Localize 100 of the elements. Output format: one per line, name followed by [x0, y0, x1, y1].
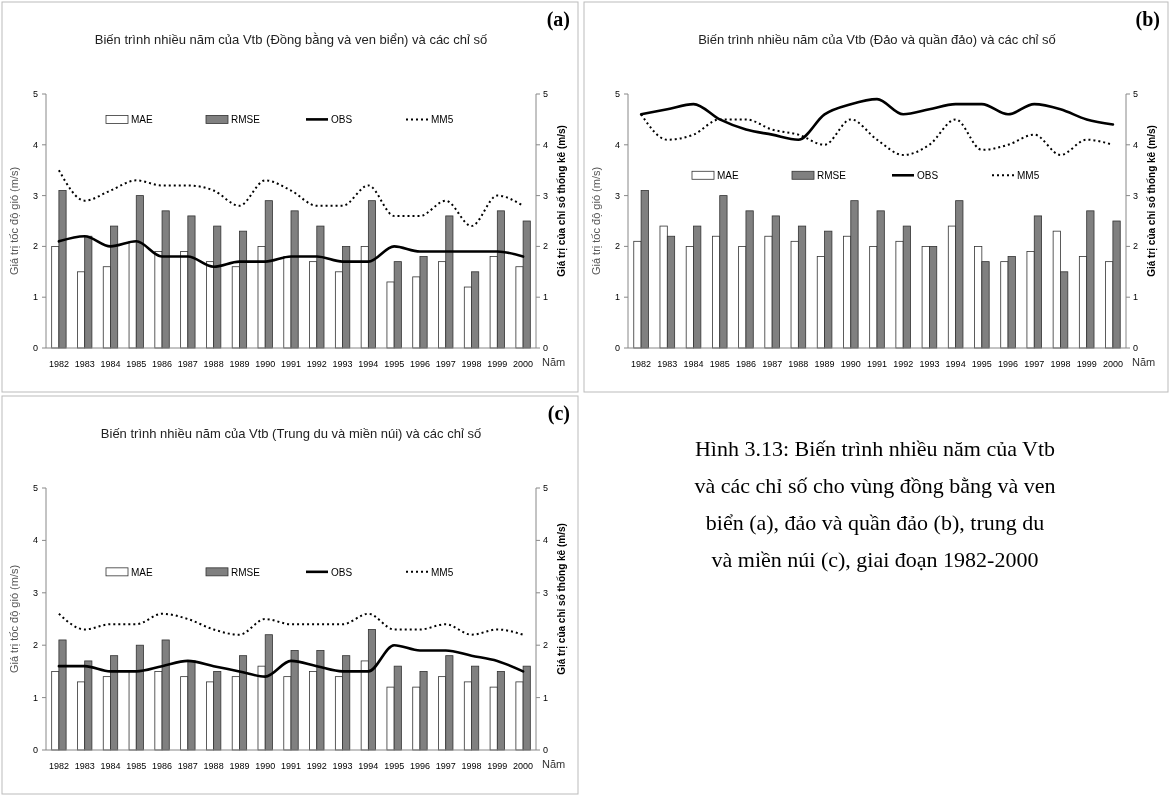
x-tick-label: 1997 — [435, 359, 456, 369]
legend-label: RMSE — [817, 170, 847, 182]
x-tick-label: 1998 — [461, 761, 482, 771]
y-tick-label: 2 — [32, 241, 38, 252]
x-tick-label: 1995 — [384, 761, 405, 771]
y2-tick-label: 5 — [1133, 89, 1139, 99]
y2-tick-label: 0 — [1133, 343, 1139, 353]
x-tick-label: 1993 — [332, 359, 353, 369]
line-series — [57, 643, 525, 678]
y-tick-label: 5 — [614, 89, 620, 99]
y2-tick-label: 2 — [543, 241, 549, 252]
legend-label: MM5 — [431, 114, 454, 126]
x-tick-label: 1992 — [306, 761, 327, 771]
x-tick-label: 1988 — [203, 761, 224, 771]
text: (c) — [547, 402, 570, 425]
y-tick-label: 1 — [614, 292, 620, 303]
x-tick-label: 2000 — [513, 359, 534, 369]
x-tick-label: 1996 — [409, 359, 430, 369]
y-axis-title: Giá trị tốc độ gió (m/s) — [590, 166, 602, 276]
x-tick-label: 1994 — [358, 359, 379, 369]
y-tick-label: 3 — [32, 587, 38, 598]
y-tick-label: 4 — [32, 535, 38, 546]
x-tick-label: 1999 — [1076, 359, 1097, 369]
y2-tick-label: 4 — [543, 139, 549, 150]
x-tick-label: 1987 — [762, 359, 783, 369]
legend-label: MAE — [131, 114, 153, 126]
y-tick-label: 4 — [32, 139, 38, 150]
x-tick-label: 1996 — [409, 761, 430, 771]
legend-label: MAE — [131, 566, 153, 578]
x-tick-label: 1992 — [306, 359, 327, 369]
x-tick-label: 1993 — [919, 359, 940, 369]
line-series — [57, 234, 525, 269]
y2-tick-label: 3 — [543, 587, 549, 598]
x-tick-label: 1994 — [358, 761, 379, 771]
x-tick-label: 1983 — [74, 761, 95, 771]
text: Hình 3.13: Biến trình nhiều năm của Vtb và các chỉ số cho vùng đồng bằng và ven biển (a), đảo và quần đảo (b), trung du và miền núi (c), giai đoạn 1982-2000 — [694, 436, 1056, 572]
y-tick-label: 2 — [32, 640, 38, 651]
x-tick-label: 1999 — [487, 761, 508, 771]
y2-tick-label: 5 — [543, 483, 549, 493]
text: (a) — [546, 8, 570, 31]
x-tick-label: 1985 — [126, 761, 147, 771]
x-tick-label: 1984 — [100, 359, 121, 369]
y-tick-label: 5 — [32, 483, 38, 493]
x-tick-label: 1991 — [280, 761, 302, 771]
y-tick-label: 5 — [32, 89, 38, 99]
x-tick-label: 1987 — [177, 359, 198, 369]
line-series — [57, 612, 525, 636]
y2-tick-label: 3 — [1133, 190, 1139, 201]
y2-axis-title: Giá trị của chỉ số thống kê (m/s) — [556, 523, 568, 675]
y2-tick-label: 4 — [543, 535, 549, 546]
y2-tick-label: 1 — [543, 692, 549, 703]
text: (b) — [1135, 8, 1160, 31]
x-tick-label: 2000 — [1102, 359, 1123, 369]
y-tick-label: 4 — [614, 139, 620, 150]
x-axis-title: Năm — [542, 356, 566, 368]
x-tick-label: 1983 — [74, 359, 95, 369]
x-tick-label: 1990 — [840, 359, 861, 369]
x-tick-label: 1985 — [126, 359, 147, 369]
x-tick-label: 1993 — [332, 761, 353, 771]
y-tick-label: 1 — [32, 692, 38, 703]
x-tick-label: 1990 — [255, 359, 276, 369]
y2-tick-label: 2 — [1133, 241, 1139, 252]
x-tick-label: 1989 — [229, 359, 250, 369]
chart-title: Biến trình nhiều năm của Vtb (Đồng bằng và ven biển) và các chỉ số — [94, 32, 488, 47]
x-tick-label: 1999 — [487, 359, 508, 369]
legend-label: MAE — [717, 170, 739, 182]
y2-tick-label: 1 — [543, 292, 549, 303]
y2-tick-label: 2 — [543, 640, 549, 651]
x-tick-label: 1989 — [229, 761, 250, 771]
chart-title: Biến trình nhiều năm của Vtb (Trung du và miền núi) và các chỉ số — [100, 426, 482, 441]
x-axis-title: Năm — [542, 758, 566, 770]
x-tick-label: 1985 — [709, 359, 730, 369]
y2-tick-label: 4 — [1133, 139, 1139, 150]
y-tick-label: 3 — [32, 190, 38, 201]
x-tick-label: 1982 — [48, 359, 69, 369]
y-tick-label: 2 — [614, 241, 620, 252]
x-tick-label: 1998 — [461, 359, 482, 369]
x-tick-label: 1987 — [177, 761, 198, 771]
legend-label: OBS — [917, 170, 939, 182]
x-tick-label: 1998 — [1050, 359, 1071, 369]
legend-label: RMSE — [231, 566, 261, 578]
x-tick-label: 1991 — [280, 359, 302, 369]
x-tick-label: 1995 — [384, 359, 405, 369]
x-tick-label: 1991 — [866, 359, 888, 369]
x-tick-label: 1982 — [48, 761, 69, 771]
x-tick-label: 1989 — [814, 359, 835, 369]
legend-label: OBS — [331, 566, 353, 578]
legend-label: RMSE — [231, 114, 261, 126]
legend-label: MM5 — [1017, 170, 1040, 182]
x-tick-label: 1983 — [657, 359, 678, 369]
x-tick-label: 1984 — [683, 359, 704, 369]
chart-title: Biến trình nhiều năm của Vtb (Đảo và quần đảo) và các chỉ số — [698, 32, 1056, 47]
x-tick-label: 1992 — [893, 359, 914, 369]
y-axis-title: Giá trị tốc độ gió (m/s) — [8, 564, 20, 674]
y2-axis-title: Giá trị của chỉ số thống kê (m/s) — [556, 125, 568, 277]
y2-tick-label: 3 — [543, 190, 549, 201]
y2-axis-title: Giá trị của chỉ số thống kê (m/s) — [1146, 125, 1158, 277]
y-tick-label: 3 — [614, 190, 620, 201]
x-tick-label: 1986 — [152, 359, 173, 369]
y2-tick-label: 0 — [543, 343, 549, 353]
